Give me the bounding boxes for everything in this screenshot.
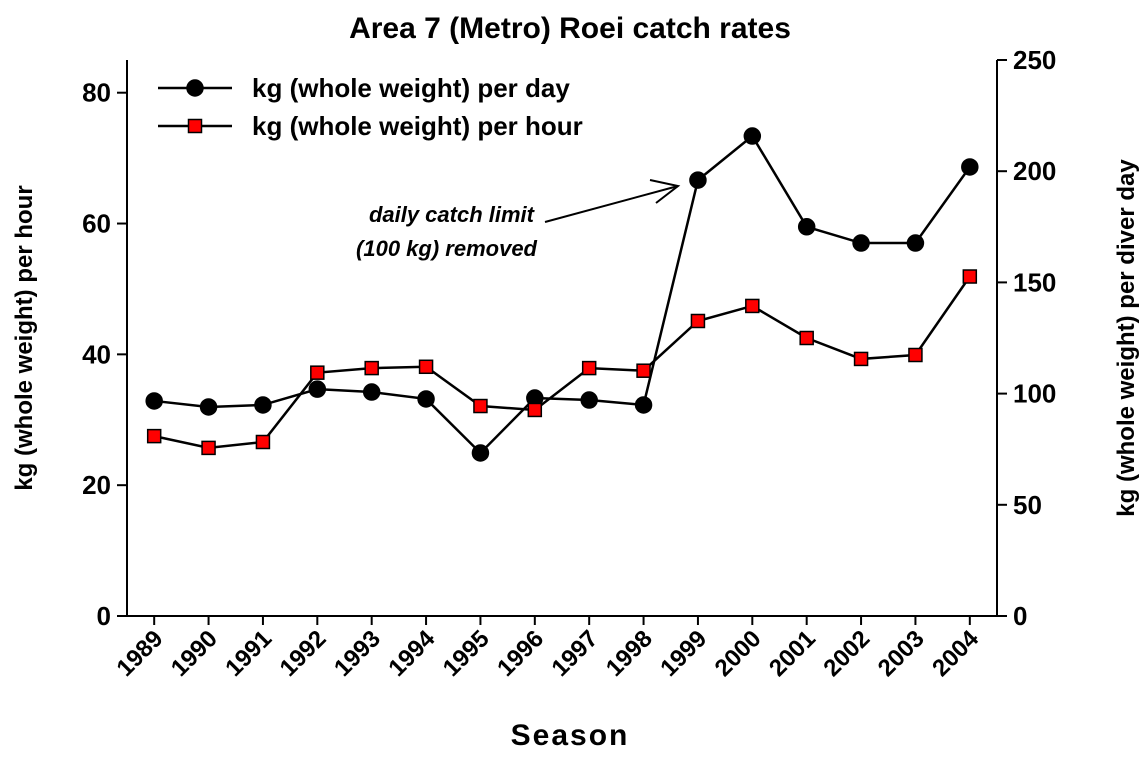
data-point [310,365,325,380]
y-tick-label: 80 [82,78,111,108]
x-tick-label: 2000 [710,625,767,682]
data-point [852,234,870,252]
data-point [471,444,490,462]
x-tick-label: 2002 [818,625,875,682]
x-tick-label: 1992 [275,625,332,682]
y-tick-label: 60 [82,209,111,239]
data-point [743,127,762,145]
x-tick-label: 2001 [764,625,821,682]
data-point [146,428,162,444]
x-axis-label: Season [511,719,630,752]
x-tick-label: 1990 [166,625,223,682]
data-point [689,171,707,189]
data-point [201,440,216,456]
data-point [145,392,163,410]
y-tick-label: 0 [97,601,111,631]
x-tick-label: 1993 [329,625,386,682]
data-point [634,396,653,414]
y-tick-label: 20 [82,470,111,500]
data-point [362,383,381,401]
x-tick-label: 1998 [601,625,658,682]
x-tick-label: 1989 [112,625,169,682]
x-tick-label: 1999 [655,625,712,682]
y-tick-label: 40 [82,339,111,369]
y2-tick-label: 150 [1013,267,1056,297]
data-point [308,380,327,398]
data-point [853,351,869,367]
data-point [636,363,651,378]
data-point [527,402,543,418]
data-point [690,313,706,329]
x-tick-label: 2003 [873,625,930,682]
x-tick-label: 1994 [383,625,440,682]
data-point [906,234,925,252]
data-point [254,396,272,414]
data-point [961,158,979,176]
data-point [580,391,598,409]
data-point [797,218,816,236]
data-point [745,298,760,314]
x-tick-label: 1995 [438,625,495,682]
data-point [581,360,597,376]
y2-tick-label: 200 [1013,156,1056,186]
series-line [153,275,971,450]
y2-tick-label: 50 [1013,490,1042,520]
data-point [799,330,814,346]
x-tick-label: 1991 [220,625,277,682]
y-axis-label: kg (whole weight) per hour [11,185,38,490]
annotation: (100 kg) removed [356,236,538,261]
x-tick-label: 2004 [927,625,984,682]
data-point [417,390,435,408]
legend-marker [186,79,204,97]
data-point [962,269,978,284]
series-line [154,134,971,455]
legend-marker [187,118,203,134]
annotation-arrowhead [649,179,681,204]
chart-title: Area 7 (Metro) Roei catch rates [349,12,791,45]
data-point [473,398,488,414]
y2-tick-label: 100 [1013,379,1056,409]
data-point [908,347,923,363]
data-point [255,434,271,450]
y2-axis-label: kg (whole weight) per diver day [1113,159,1140,517]
annotation: daily catch limit [369,202,536,227]
y2-tick-label: 250 [1013,45,1056,75]
x-tick-label: 1997 [547,625,604,682]
x-tick-label: 1996 [492,625,549,682]
data-point [199,398,218,416]
data-point [364,360,379,376]
annotation-arrow [544,185,679,223]
legend-label: kg (whole weight) per hour [252,111,583,141]
data-point [418,359,434,375]
y2-tick-label: 0 [1013,601,1027,631]
legend-label: kg (whole weight) per day [252,73,570,103]
